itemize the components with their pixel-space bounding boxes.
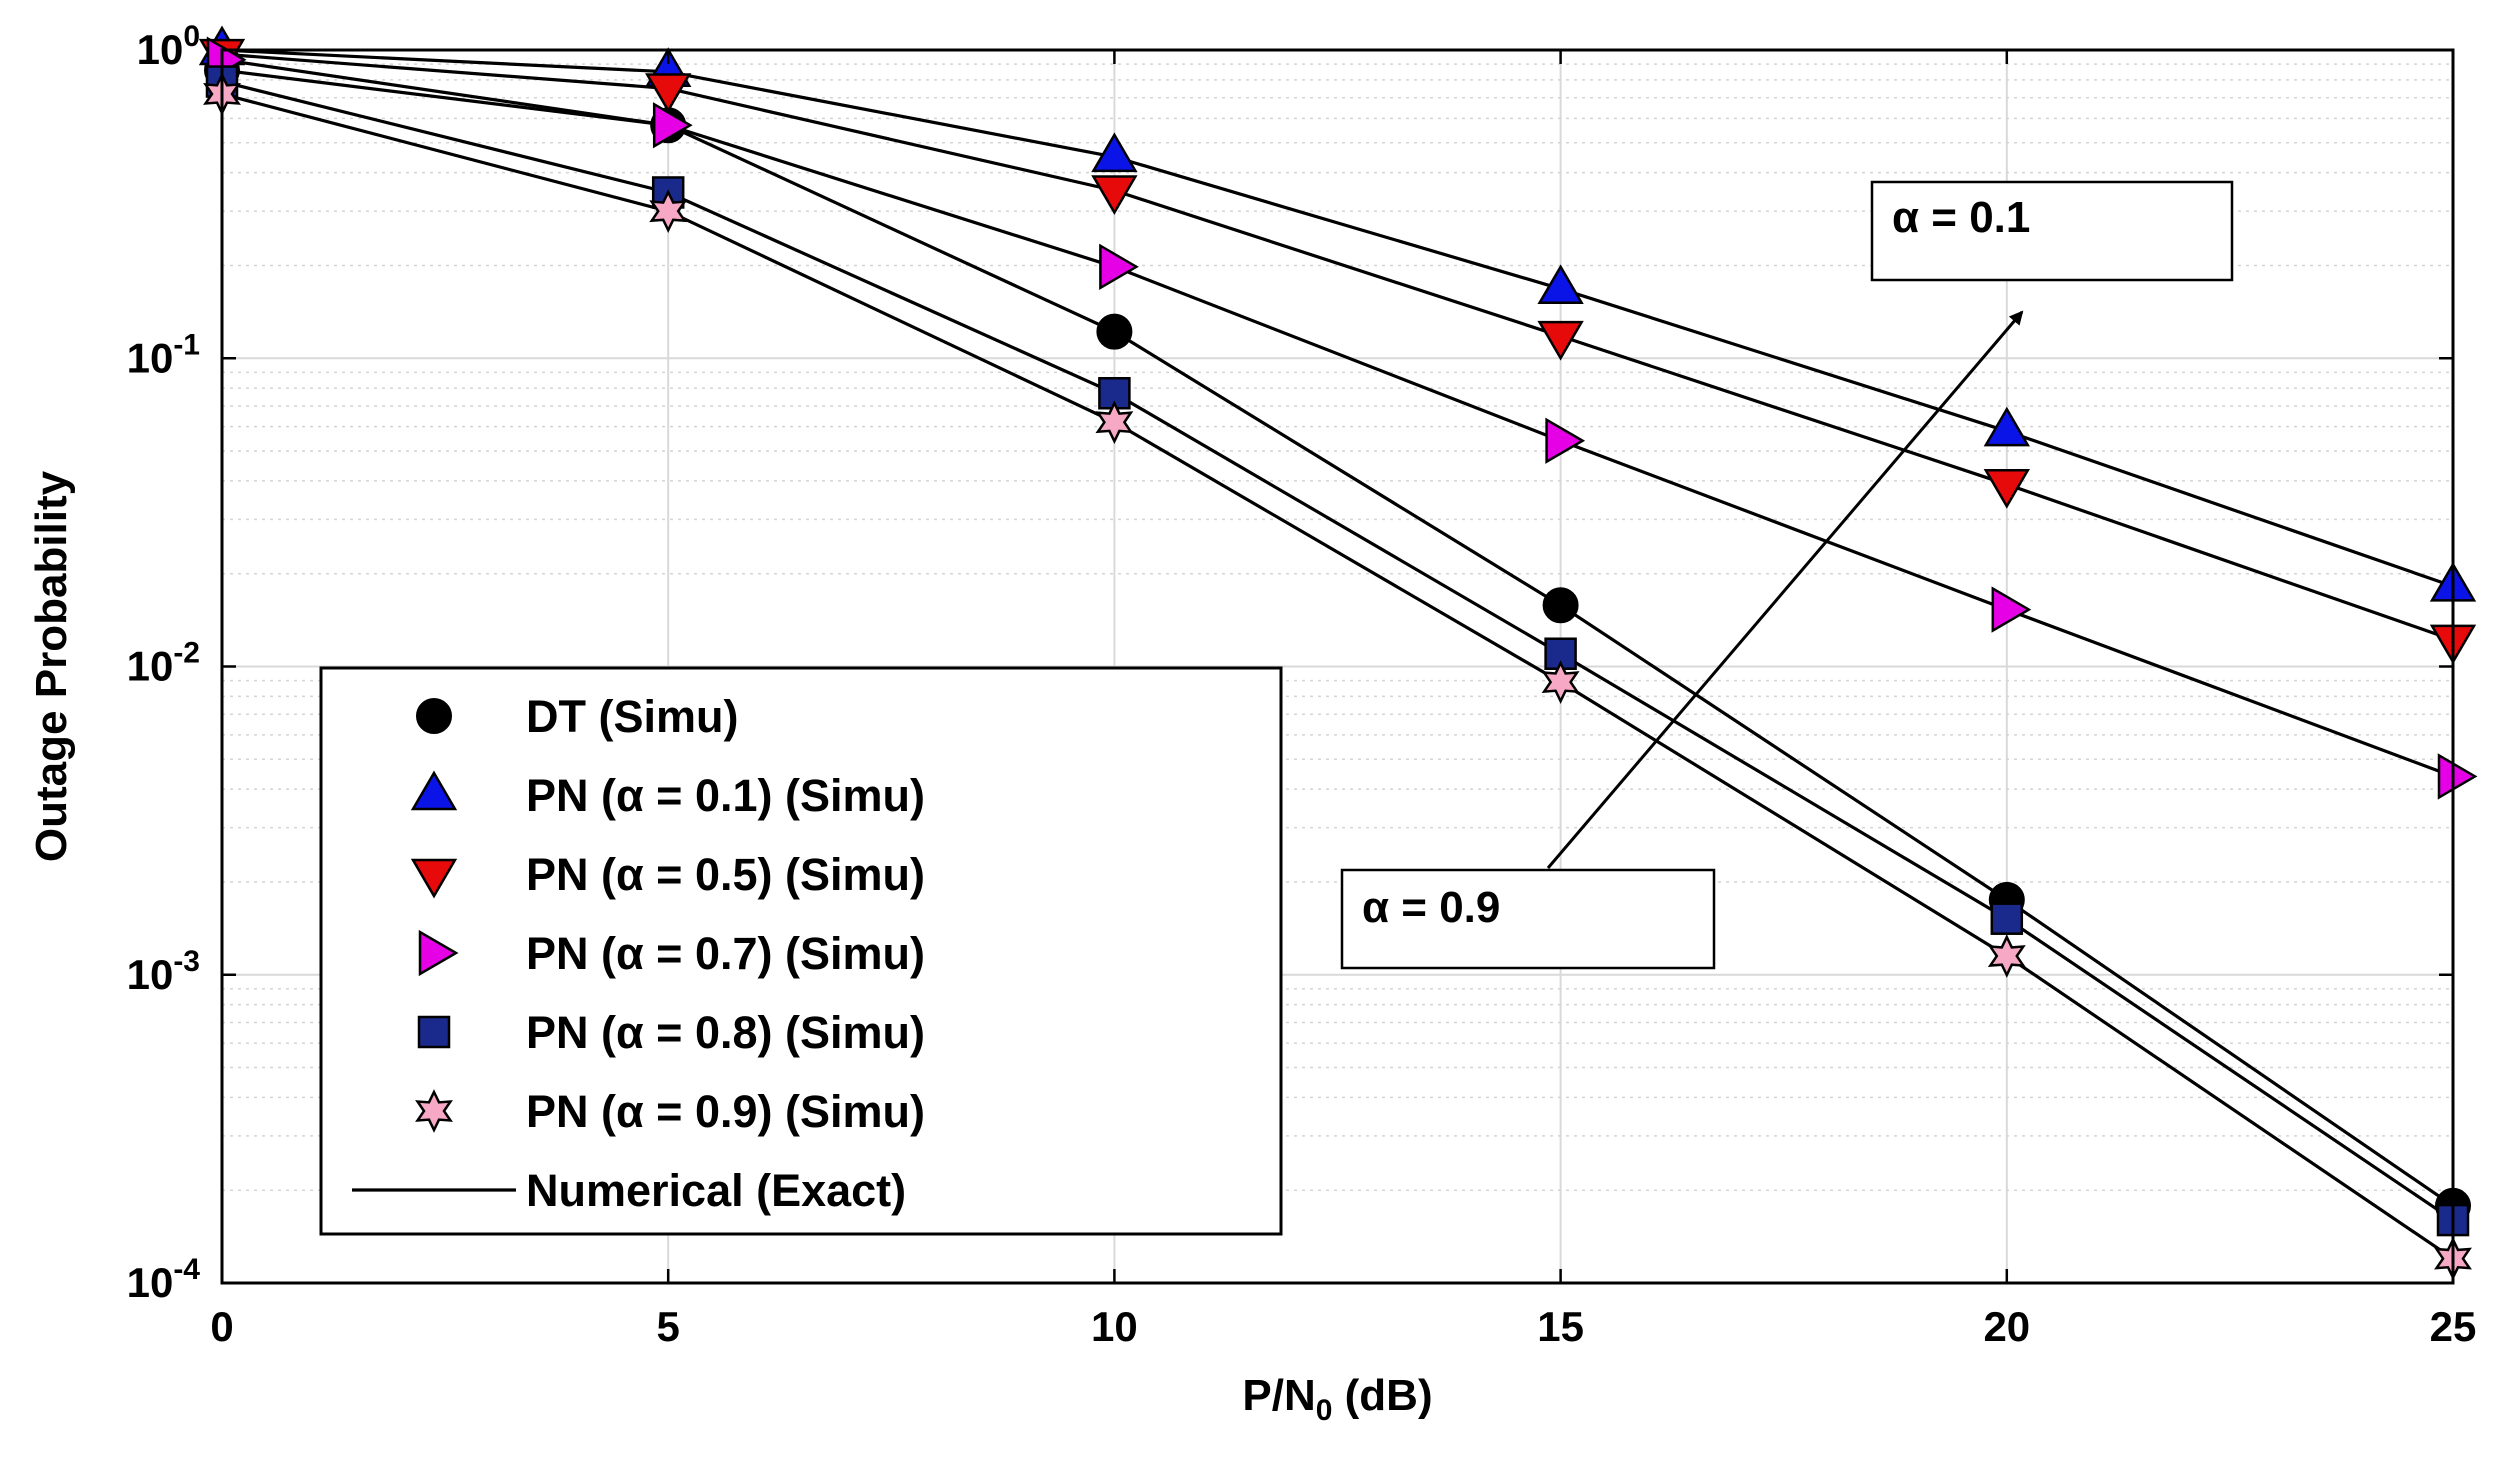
series-3-point xyxy=(1983,469,2030,509)
x-tick-label: 10 xyxy=(1091,1303,1138,1350)
series-6-point xyxy=(1095,400,1134,445)
x-axis-title: P/N0 (dB) xyxy=(1242,1371,1432,1427)
curves xyxy=(221,48,2454,1260)
exact-curve-3 xyxy=(221,52,2454,642)
legend-label-2: PN (α = 0.1) (Simu) xyxy=(526,770,925,821)
series-4-point xyxy=(1545,417,1586,464)
exact-curve-6 xyxy=(221,92,2454,1260)
x-tick-label: 20 xyxy=(1983,1303,2030,1350)
series-6-point xyxy=(1987,934,2026,978)
series-4-point xyxy=(2437,753,2478,800)
legend-label-6: PN (α = 0.9) (Simu) xyxy=(526,1086,925,1137)
y-tick-label: 100 xyxy=(137,20,200,73)
series-2-point xyxy=(1091,132,1138,173)
y-tick-label: 10-3 xyxy=(127,945,200,998)
legend-label-exact: Numerical (Exact) xyxy=(526,1165,906,1216)
series-1-point xyxy=(1542,587,1579,624)
x-axis-title-subscript: 0 xyxy=(1316,1394,1333,1427)
series-6-point xyxy=(1541,660,1580,704)
annotation-alpha-top: α = 0.1 xyxy=(1892,193,2030,242)
legend-symbol-2 xyxy=(410,770,458,811)
alpha-trend-arrow xyxy=(1546,310,2024,869)
x-tick-label: 0 xyxy=(210,1303,233,1350)
x-axis-title-unit: (dB) xyxy=(1332,1371,1432,1420)
x-axis-title-main: P/N xyxy=(1242,1371,1315,1420)
legend-label-1: DT (Simu) xyxy=(526,691,738,742)
series-3-point xyxy=(1091,175,1138,216)
series-2-point xyxy=(1537,264,1584,305)
x-tick-label: 15 xyxy=(1537,1303,1584,1350)
legend: DT (Simu) PN (α = 0.1) (Simu) PN (α = 0.5)… xyxy=(319,666,1283,1236)
x-tick-label: 25 xyxy=(2430,1303,2477,1350)
annotation-alpha-bottom: α = 0.9 xyxy=(1362,883,1500,932)
legend-label-5: PN (α = 0.8) (Simu) xyxy=(526,1007,925,1058)
y-axis-title: Outage Probability xyxy=(27,470,76,862)
series-2-point xyxy=(1983,406,2030,447)
series-1-point xyxy=(1096,313,1133,350)
series-4-point xyxy=(1099,243,1139,290)
legend-label-3: PN (α = 0.5) (Simu) xyxy=(526,849,925,900)
exact-curve-1 xyxy=(221,68,2454,1208)
series-4-point xyxy=(1991,586,2032,633)
y-tick-label: 10-2 xyxy=(127,637,200,690)
series-3-point xyxy=(645,73,692,113)
y-tick-label: 10-4 xyxy=(127,1253,201,1306)
annotation-box-top xyxy=(1870,180,2234,282)
legend-symbol-6 xyxy=(415,1089,453,1133)
legend-box xyxy=(319,666,1283,1236)
legend-label-4: PN (α = 0.7) (Simu) xyxy=(526,928,925,979)
series-4-point xyxy=(652,102,693,149)
legend-symbol-3 xyxy=(410,858,458,899)
axis-ticks: 0 5 10 15 20 25 100 10-1 10-2 10-3 10-4 xyxy=(127,20,2477,1350)
legend-symbol-5 xyxy=(417,1015,451,1049)
exact-curve-5 xyxy=(221,80,2454,1222)
series-6-point xyxy=(649,189,688,234)
x-tick-label: 5 xyxy=(657,1303,680,1350)
legend-symbol-4 xyxy=(418,929,459,977)
exact-curve-4 xyxy=(221,58,2454,778)
annotations: α = 0.1 α = 0.9 xyxy=(1340,180,2234,970)
y-tick-label: 10-1 xyxy=(127,328,200,381)
annotation-box-bottom xyxy=(1340,868,1716,970)
series-3-point xyxy=(1537,320,1584,361)
exact-curve-2 xyxy=(221,48,2454,588)
series-5-point xyxy=(1990,902,2024,935)
legend-symbol-1 xyxy=(416,698,452,734)
